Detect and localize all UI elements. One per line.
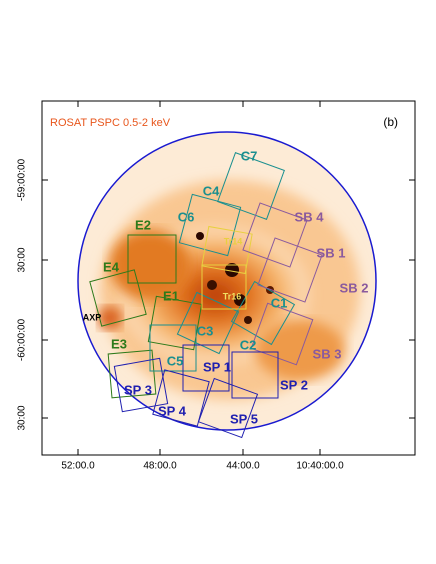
y-tick-label: -59:00:00 xyxy=(17,158,28,201)
region-boxes xyxy=(89,152,323,439)
region-label: SB 4 xyxy=(295,209,325,224)
region-label: E1 xyxy=(163,288,179,303)
region-label: C7 xyxy=(241,148,258,163)
region-label: E2 xyxy=(135,217,151,232)
region-label: SP 5 xyxy=(230,411,258,426)
field-circle xyxy=(77,131,377,431)
region-label: SB 3 xyxy=(313,346,342,361)
panel-label: (b) xyxy=(383,115,398,129)
cluster-label: Tr14 xyxy=(224,236,243,246)
region-label: SP 2 xyxy=(280,377,308,392)
x-tick-label: 48:00.0 xyxy=(143,461,177,472)
region-label: C2 xyxy=(240,337,257,352)
region-label: C3 xyxy=(197,323,214,338)
region-label: AXP xyxy=(83,312,102,322)
region-label: SB 1 xyxy=(317,245,346,260)
region-label: SP 3 xyxy=(124,382,152,397)
cluster-label: Tr16 xyxy=(223,291,242,301)
x-tick-label: 44:00.0 xyxy=(226,461,260,472)
region-labels: C7 C4 C6 E2 E4 E1 AXP E3 C5 C3 C2 C1 SB … xyxy=(83,148,369,426)
x-tick-label: 10:40:00.0 xyxy=(296,461,344,472)
y-tick-label: -60:00:00 xyxy=(17,318,28,361)
ticks xyxy=(42,101,415,455)
region-label: E4 xyxy=(103,259,120,274)
x-tick-label: 52:00.0 xyxy=(61,461,95,472)
image-title: ROSAT PSPC 0.5-2 keV xyxy=(50,117,171,129)
region-label: C4 xyxy=(203,183,220,198)
region-label: C6 xyxy=(178,209,195,224)
y-tick-label: 30:00 xyxy=(17,405,28,430)
region-label: E3 xyxy=(111,336,127,351)
region-label: SP 1 xyxy=(203,359,231,374)
y-tick-label: 30:00 xyxy=(17,247,28,272)
region-label: C1 xyxy=(271,295,288,310)
region-label: SB 2 xyxy=(340,280,369,295)
region-label: C5 xyxy=(167,353,184,368)
region-label: SP 4 xyxy=(158,403,187,418)
